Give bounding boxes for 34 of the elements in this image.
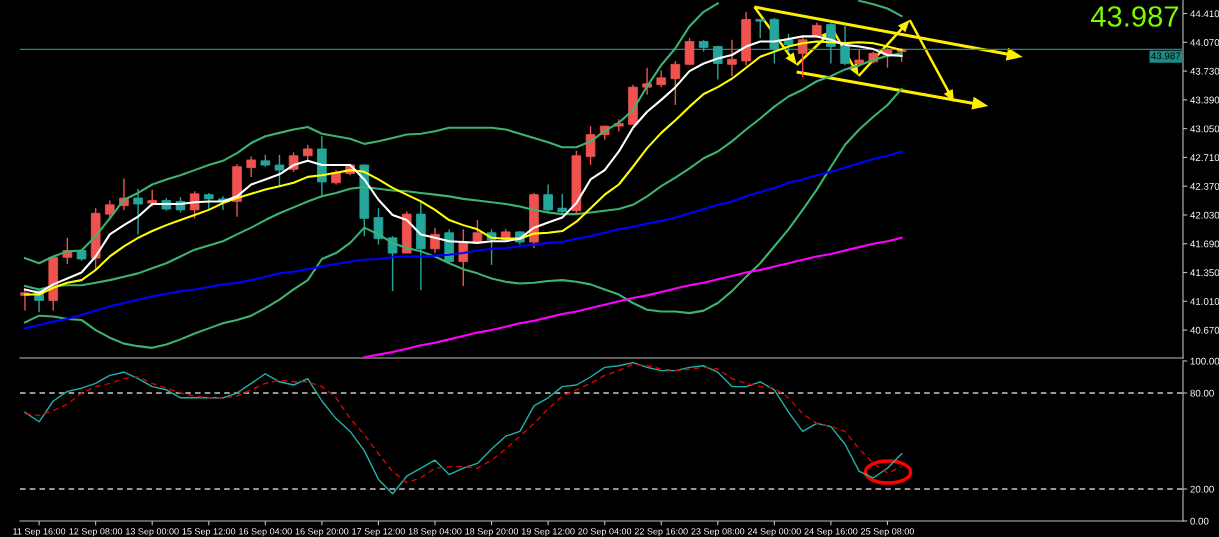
x-tick-label: 15 Sep 12:00 bbox=[182, 528, 236, 537]
y-tick-label: 42.370 bbox=[1190, 182, 1219, 190]
x-tick-label: 19 Sep 12:00 bbox=[521, 528, 575, 537]
x-tick-label: 17 Sep 12:00 bbox=[352, 528, 405, 537]
x-tick-label: 24 Sep 16:00 bbox=[804, 528, 858, 537]
y-tick-label: 0.00 bbox=[1190, 517, 1209, 525]
y-tick-label: 41.010 bbox=[1190, 298, 1219, 305]
x-tick-label: 16 Sep 20:00 bbox=[295, 528, 349, 537]
ref-line-label: 43.987 bbox=[1151, 52, 1181, 60]
text: 43.987 bbox=[1090, 6, 1179, 27]
y-tick-label: 100.00 bbox=[1190, 357, 1219, 365]
x-tick-label: 22 Sep 16:00 bbox=[634, 528, 688, 537]
y-tick-label: 42.710 bbox=[1190, 154, 1219, 162]
x-tick-label: 18 Sep 04:00 bbox=[408, 528, 462, 537]
x-tick-label: 12 Sep 08:00 bbox=[69, 528, 123, 537]
x-tick-label: 16 Sep 04:00 bbox=[239, 528, 292, 537]
y-tick-label: 80.00 bbox=[1190, 389, 1214, 397]
x-tick-label: 20 Sep 04:00 bbox=[578, 528, 632, 537]
y-tick-label: 41.690 bbox=[1190, 240, 1219, 248]
y-tick-label: 43.730 bbox=[1190, 67, 1219, 75]
y-tick-label: 43.390 bbox=[1190, 96, 1219, 104]
x-tick-label: 24 Sep 00:00 bbox=[747, 528, 801, 537]
y-tick-label: 40.670 bbox=[1190, 326, 1219, 334]
x-tick-label: 13 Sep 00:00 bbox=[126, 528, 179, 537]
y-tick-label: 44.070 bbox=[1190, 39, 1219, 46]
x-tick-label: 18 Sep 20:00 bbox=[465, 528, 519, 537]
y-tick-label: 20.00 bbox=[1190, 485, 1214, 493]
y-tick-label: 43.050 bbox=[1190, 125, 1219, 133]
y-tick-label: 44.410 bbox=[1190, 10, 1219, 18]
y-tick-label: 41.350 bbox=[1190, 269, 1219, 277]
x-tick-label: 11 Sep 16:00 bbox=[13, 528, 66, 537]
y-tick-label: 42.030 bbox=[1190, 211, 1219, 219]
x-tick-label: 23 Sep 08:00 bbox=[691, 528, 745, 537]
x-tick-label: 25 Sep 08:00 bbox=[861, 528, 914, 537]
